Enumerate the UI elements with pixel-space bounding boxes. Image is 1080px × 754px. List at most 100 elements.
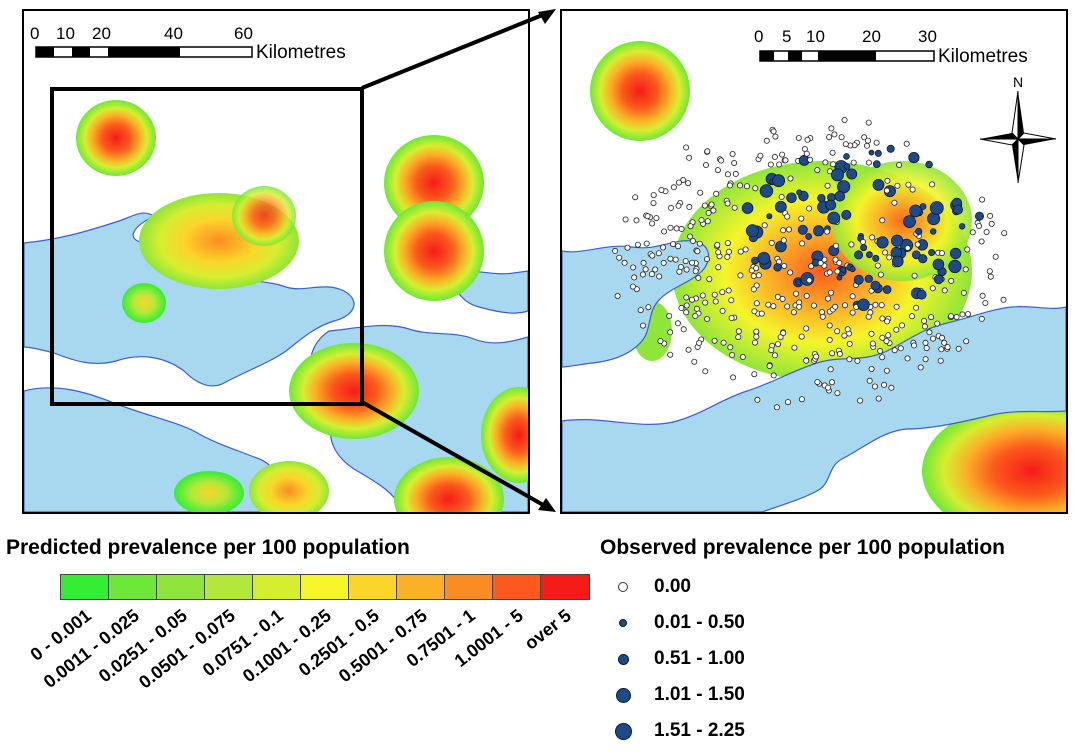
observed-point: [643, 240, 650, 247]
observed-point: [653, 215, 660, 222]
observed-point: [674, 320, 681, 327]
observed-point: [953, 313, 960, 320]
observed-point: [836, 350, 843, 357]
observed-point: [813, 225, 825, 237]
observed-point: [882, 285, 892, 294]
observed-point: [914, 241, 921, 248]
observed-point: [828, 379, 835, 386]
observed-point: [894, 182, 901, 189]
observed-point: [893, 326, 900, 333]
observed-point: [739, 353, 746, 360]
observed-point: [834, 390, 841, 397]
observed-point: [770, 372, 777, 379]
observed-point: [921, 317, 928, 324]
observed-point: [702, 299, 709, 306]
observed-point: [765, 301, 772, 308]
observed-point: [841, 117, 848, 124]
observed-point: [803, 150, 810, 157]
observed-point: [916, 289, 927, 300]
observed-point: [649, 252, 656, 259]
observed-point: [768, 239, 775, 246]
observed-point: [640, 259, 647, 266]
detail-map-canvas: 0 5 10 20 30 Kilometres N: [562, 27, 1066, 512]
observed-point: [796, 303, 803, 310]
observed-point: [778, 193, 785, 200]
observed-point: [988, 220, 995, 227]
observed-point: [962, 266, 969, 273]
legend-class-label: 0.51 - 1.00: [654, 648, 745, 669]
observed-point: [875, 395, 882, 402]
observed-point: [686, 203, 693, 210]
observed-point: [869, 234, 876, 241]
scale-tick-label: 0: [30, 24, 39, 43]
circle-symbol-icon: [610, 718, 634, 742]
north-label: N: [1013, 74, 1023, 90]
observed-point: [694, 248, 701, 255]
observed-point: [698, 217, 705, 224]
observed-point: [718, 157, 725, 164]
observed-point: [766, 213, 773, 220]
observed-point: [941, 339, 948, 346]
observed-point: [911, 272, 918, 279]
observed-point: [933, 274, 944, 285]
observed-point: [751, 339, 758, 346]
observed-point: [888, 384, 895, 391]
observed-point: [774, 341, 781, 348]
observed-point: [675, 202, 682, 209]
observed-point: [741, 202, 754, 214]
observed-point: [890, 234, 904, 247]
observed-point: [686, 154, 693, 161]
observed-point: [883, 187, 890, 194]
observed-point: [753, 328, 760, 335]
observed-point: [773, 263, 782, 272]
observed-point: [667, 351, 674, 358]
observed-point: [711, 337, 718, 344]
observed-point: [693, 305, 700, 312]
observed-point: [926, 329, 933, 336]
observed-point: [826, 336, 833, 343]
observed-point: [732, 170, 739, 177]
legend-row: 0.01 - 0.50: [610, 610, 910, 646]
observed-point: [758, 310, 765, 317]
observed-point: [844, 326, 851, 333]
observed-point: [979, 196, 986, 203]
observed-point: [928, 314, 935, 321]
observed-point: [979, 292, 986, 299]
observed-point: [728, 314, 735, 321]
observed-point: [850, 159, 857, 166]
observed-point: [922, 339, 929, 346]
scale-tick-label: 10: [56, 24, 75, 43]
observed-legend-title: Observed prevalence per 100 population: [600, 536, 1005, 559]
observed-point: [849, 293, 856, 300]
observed-point: [787, 269, 794, 276]
legend-class-label: 1.51 - 2.25: [654, 720, 745, 741]
observed-point: [621, 259, 628, 266]
observed-point: [873, 139, 880, 146]
observed-point: [687, 233, 694, 240]
observed-point: [767, 161, 774, 168]
observed-point: [737, 272, 744, 279]
observed-point: [879, 217, 886, 224]
observed-point: [987, 212, 994, 219]
observed-point: [903, 140, 910, 147]
observed-point: [695, 274, 702, 281]
observed-point: [814, 379, 821, 386]
observed-point: [770, 303, 777, 310]
observed-point: [655, 250, 662, 257]
observed-point: [831, 131, 838, 138]
observed-point: [708, 201, 715, 208]
observed-point: [751, 371, 758, 378]
observed-point: [836, 259, 843, 266]
observed-point: [743, 183, 750, 190]
observed-point: [731, 159, 738, 166]
observed-point: [944, 344, 951, 351]
observed-point: [757, 251, 771, 265]
observed-point: [854, 250, 864, 260]
legend-swatch: [109, 575, 157, 599]
predicted-color-ramp: [60, 574, 590, 600]
observed-point: [786, 192, 797, 204]
observed-point: [642, 266, 649, 273]
observed-point: [660, 259, 667, 266]
observed-point: [1001, 230, 1008, 237]
